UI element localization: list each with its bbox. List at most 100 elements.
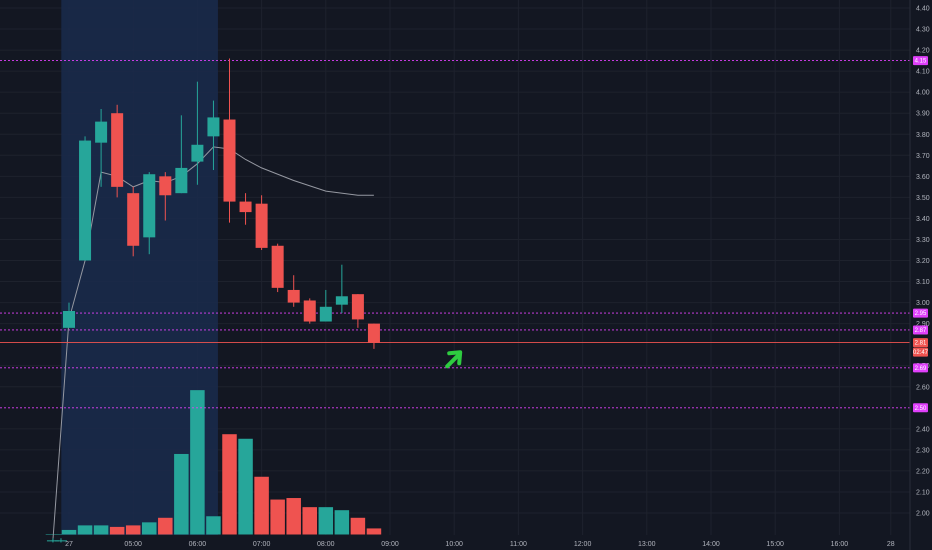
price-tick-label: 2.30 — [916, 447, 930, 454]
time-axis[interactable]: 27 05:00 06:00 07:00 08:00 09:00 10:00 11:00 12:… — [65, 541, 895, 548]
level-price-label: 4.15 — [915, 59, 927, 65]
price-tick-label: 3.50 — [916, 195, 930, 202]
candle-body — [159, 176, 172, 196]
price-tick-label: 3.70 — [916, 153, 930, 160]
candles — [46, 58, 380, 543]
price-tick-label: 2.00 — [916, 511, 930, 518]
time-tick-label: 09:00 — [381, 541, 399, 548]
volume-bar — [350, 517, 366, 535]
price-tick-label: 3.30 — [916, 237, 930, 244]
candle-body — [255, 203, 268, 248]
candle-body — [239, 201, 252, 213]
volume-bar — [222, 434, 237, 535]
time-tick-label: 12:00 — [574, 541, 592, 548]
price-tick-label: 3.80 — [916, 132, 930, 139]
level-price-badge — [913, 363, 928, 373]
level-price-badge — [913, 325, 928, 335]
volume-bar — [158, 517, 173, 535]
time-tick-label: 05:00 — [124, 541, 142, 548]
volume-bar — [190, 390, 205, 535]
time-tick-label: 13:00 — [638, 541, 656, 548]
volume-bar — [125, 525, 141, 535]
volume-bar — [77, 525, 93, 535]
volume-bar — [142, 522, 157, 535]
level-price-label: 2.95 — [915, 311, 927, 317]
candle-body — [79, 140, 92, 261]
time-tick-label: 14:00 — [702, 541, 720, 548]
price-tick-label: 3.10 — [916, 279, 930, 286]
time-tick-label: 27 — [65, 541, 73, 548]
candle-body — [319, 306, 332, 322]
candle-body — [367, 323, 380, 343]
price-tick-label: 3.00 — [916, 300, 930, 307]
countdown-label: 02:47 — [913, 350, 929, 356]
volume-bar — [366, 528, 382, 535]
candle-body — [63, 311, 75, 328]
volume-bar — [174, 453, 189, 535]
volume-bar — [318, 507, 334, 535]
candle-body — [54, 540, 67, 542]
level-price-label: 2.87 — [915, 328, 927, 334]
candle-body — [191, 144, 204, 162]
candle-body — [175, 167, 188, 194]
price-tick-label: 2.60 — [916, 384, 930, 391]
time-tick-label: 10:00 — [445, 541, 463, 548]
volume-bar — [109, 526, 125, 535]
volume-bar — [254, 476, 269, 535]
price-tick-label: 3.20 — [916, 258, 930, 265]
level-price-label: 2.50 — [915, 406, 927, 412]
candle-body — [287, 289, 300, 303]
volume-bar — [61, 529, 77, 535]
candle-body — [351, 294, 364, 320]
candle-body — [271, 245, 284, 288]
volume-bar — [206, 516, 221, 535]
candle-body — [127, 193, 140, 246]
price-tick-label: 2.40 — [916, 426, 930, 433]
countdown-badge — [913, 347, 928, 357]
level-price-badge — [913, 308, 928, 318]
current-price-label: 2.81 — [915, 341, 927, 347]
candle-body — [303, 300, 316, 322]
price-tick-label: 4.20 — [916, 48, 930, 55]
volume-bars — [45, 390, 382, 535]
volume-bar — [286, 498, 301, 535]
price-tick-label: 2.10 — [916, 489, 930, 496]
arrow-head[interactable] — [447, 350, 463, 366]
time-tick-label: 08:00 — [317, 541, 335, 548]
time-tick-label: 07:00 — [253, 541, 271, 548]
arrow-up-right-icon[interactable] — [445, 350, 463, 369]
candle-body — [223, 119, 236, 202]
time-tick-label: 06:00 — [189, 541, 207, 548]
time-tick-label: 16:00 — [831, 541, 849, 548]
time-tick-label: 11:00 — [510, 541, 527, 548]
candle-body — [95, 121, 108, 143]
price-axis-labels: 4.15 2.95 2.87 2.69 2.50 2.81 02:47 — [913, 56, 929, 413]
current-price-badge — [913, 338, 928, 348]
volume-bar — [270, 499, 285, 535]
time-tick-label: 28 — [887, 541, 895, 548]
moving-average-line — [52, 146, 374, 541]
price-tick-label: 3.90 — [916, 111, 930, 118]
level-price-badge — [913, 56, 928, 66]
volume-bar — [53, 534, 69, 535]
level-price-badge — [913, 403, 928, 413]
price-tick-label: 3.40 — [916, 216, 930, 223]
volume-bar — [302, 507, 317, 535]
price-tick-label: 4.30 — [916, 27, 930, 34]
level-price-label: 2.69 — [915, 366, 927, 372]
time-tick-label: 15:00 — [766, 541, 784, 548]
candle-body — [46, 540, 59, 542]
volume-bar — [238, 438, 253, 535]
volume-bar — [93, 525, 109, 535]
candle-body — [111, 113, 124, 187]
price-tick-label: 2.20 — [916, 468, 930, 475]
price-tick-label: 2.90 — [916, 321, 930, 328]
arrow-shaft[interactable] — [445, 353, 461, 369]
price-tick-label: 3.60 — [916, 174, 930, 181]
price-tick-label: 4.00 — [916, 90, 930, 97]
price-tick-label: 4.40 — [916, 6, 930, 13]
candle-body — [335, 296, 348, 305]
volume-bar — [334, 510, 350, 535]
candle-body — [207, 117, 220, 137]
